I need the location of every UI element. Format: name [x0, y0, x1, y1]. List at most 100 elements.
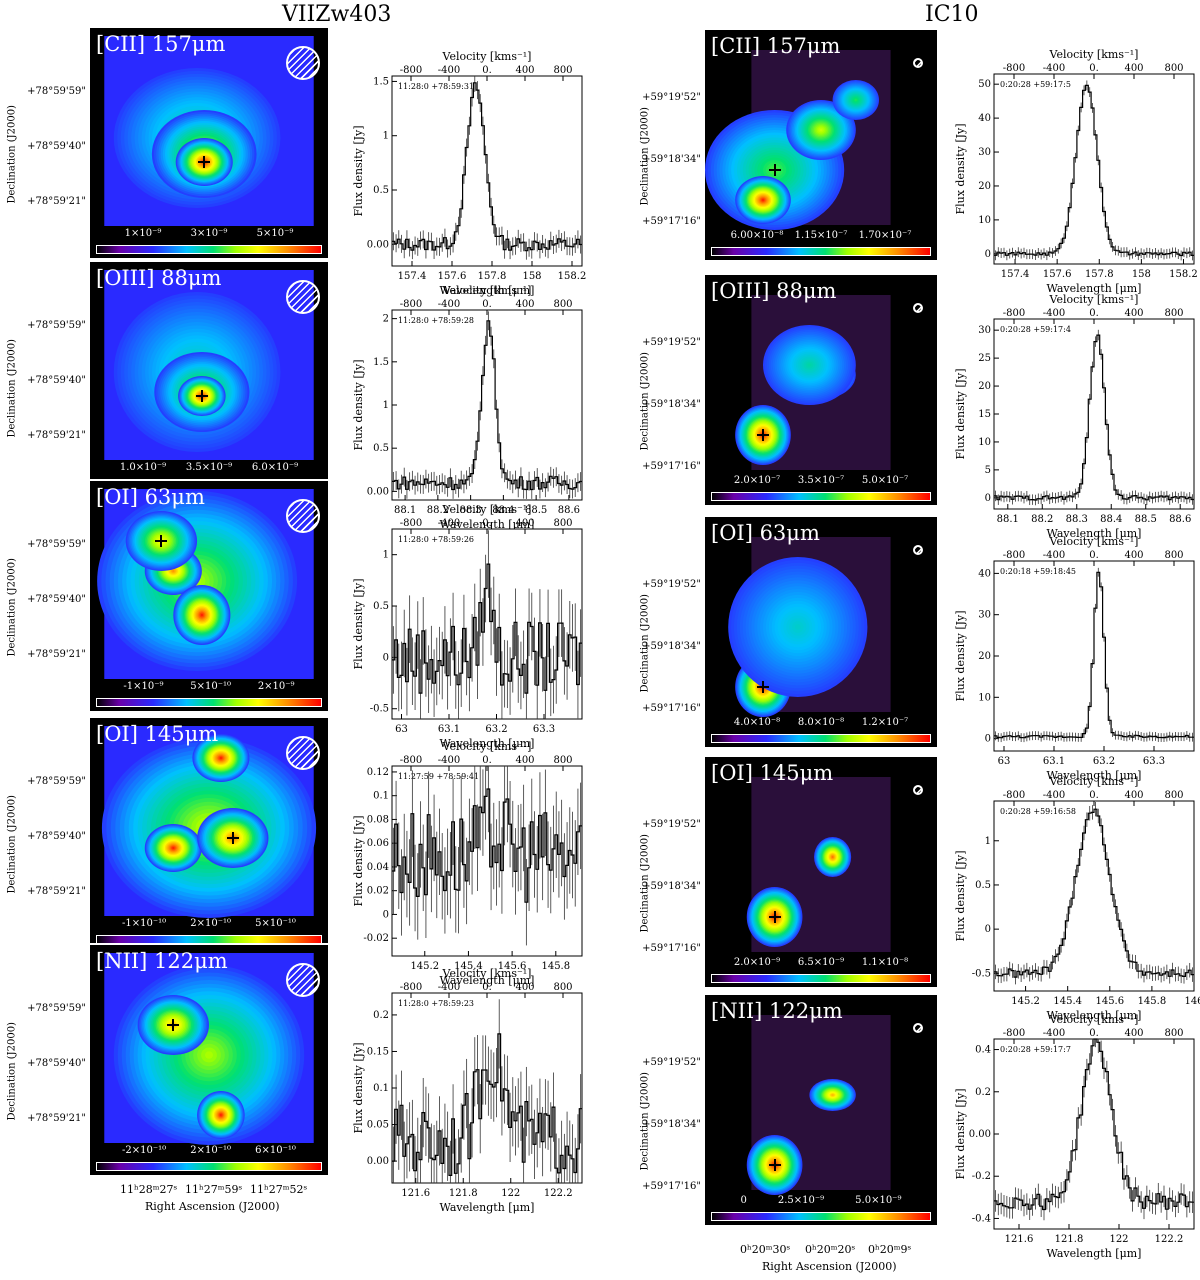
x-tick-label: 63.2: [485, 724, 507, 735]
x-tick-label: 158: [1132, 269, 1151, 280]
v-tick-label: 400: [515, 518, 534, 529]
x-tick-label: 88.4: [492, 505, 514, 516]
plot-frame: [391, 765, 583, 957]
colorbar-tick-label: 0: [740, 1195, 747, 1206]
spectrum-line: [392, 1033, 582, 1176]
map-viizw403-4: [NII] 122μm -2×10⁻¹⁰ 2×10⁻¹⁰ 6×10⁻¹⁰: [90, 945, 328, 1175]
beam-icon: [913, 785, 923, 795]
plot-frame: [993, 1038, 1195, 1230]
y-tick-label: 2: [383, 314, 389, 325]
colorbar-ticks: 0 2.5×10⁻⁹ 5.0×10⁻⁹: [725, 1195, 917, 1206]
colorbar-ticks: -1×10⁻⁹ 5×10⁻¹⁰ 2×10⁻⁹: [110, 681, 308, 692]
colorbar-tick-label: 5×10⁻¹⁰: [255, 918, 296, 929]
spectrum-line: [392, 82, 582, 252]
x-tick-label: 121.6: [1005, 1234, 1034, 1245]
x-tick-label: 88.2: [1031, 514, 1053, 525]
y-tick-label: 15: [978, 409, 991, 420]
y-tick-label: 0.02: [367, 886, 389, 897]
colorbar-tick-label: 2×10⁻⁹: [257, 681, 295, 692]
y-tick-label: 0.2: [373, 1010, 389, 1021]
y-axis-label: Flux density [Jy]: [352, 1042, 365, 1133]
x-tick-label: 63.2: [1093, 756, 1115, 767]
emission-contour: [807, 363, 812, 367]
dec-tick-label: +59°18'34": [642, 881, 701, 892]
x-axis-label: Wavelength [μm]: [440, 974, 535, 987]
y-axis-label: Flux density [Jy]: [954, 610, 967, 701]
map-line-label: [OI] 145μm: [96, 722, 219, 746]
y-tick-label: 0.1: [373, 791, 389, 802]
spectrum-0: 157.4 157.6 157.8 158 158.2 0.00 0.5 1 1.5 -800 -4…: [350, 40, 588, 310]
dec-tick-label: +59°18'34": [642, 154, 701, 165]
map-line-label: [OIII] 88μm: [711, 279, 837, 303]
v-tick-label: -800: [1003, 308, 1025, 319]
dec-tick-label: +78°59'40": [27, 1058, 86, 1069]
emission-contour: [854, 99, 857, 101]
x-tick-label: 145.8: [1138, 996, 1167, 1007]
dec-axis-label: Declination (J2000): [639, 352, 651, 451]
map-line-label: [NII] 122μm: [711, 999, 843, 1023]
emission-contour: [819, 128, 823, 132]
colorbar: [96, 245, 322, 254]
y-tick-label: 0.00: [367, 239, 389, 250]
position-label: 0:20:28 +59:17:4: [1000, 325, 1071, 334]
v-tick-label: 0.: [1089, 63, 1099, 74]
y-tick-label: 0.00: [969, 1129, 991, 1140]
y-tick-label: 10: [978, 437, 991, 448]
y-axis-label: Flux density [Jy]: [352, 125, 365, 216]
y-tick-label: 40: [978, 568, 991, 579]
y-tick-label: 30: [978, 147, 991, 158]
position-label: 11:27:59 +78:59:41: [398, 772, 479, 781]
colorbar-tick-label: 1.2×10⁻⁷: [861, 717, 909, 728]
position-cross-icon: [167, 1019, 180, 1031]
beam-icon: [286, 280, 320, 314]
map-ic10-4: [NII] 122μm 0 2.5×10⁻⁹ 5.0×10⁻⁹: [705, 995, 937, 1225]
colorbar-ticks: 4.0×10⁻⁸ 8.0×10⁻⁸ 1.2×10⁻⁷: [725, 717, 917, 728]
x-tick-label: 158.2: [558, 271, 587, 282]
y-tick-label: 1.5: [373, 357, 389, 368]
ra-tick: 0ʰ20ᵐ20ˢ: [805, 1243, 856, 1256]
y-tick-label: 0.1: [373, 1083, 389, 1094]
map-image: [104, 36, 314, 226]
position-label: 0:20:28 +59:17:7: [1000, 1045, 1071, 1054]
x-tick-label: 88.2: [427, 505, 449, 516]
beam-icon: [913, 545, 923, 555]
plot-frame: [391, 528, 583, 720]
dec-tick-label: +59°18'34": [642, 1119, 701, 1130]
dec-axis-label: Declination (J2000): [639, 107, 651, 206]
y-tick-label: 25: [978, 353, 991, 364]
map-image: [735, 295, 891, 470]
velocity-axis-label: Velocity [kms⁻¹]: [1049, 1013, 1139, 1026]
x-tick-label: 157.4: [1001, 269, 1030, 280]
position-cross-icon: [757, 429, 769, 441]
colorbar-tick-label: 1.15×10⁻⁷: [794, 230, 848, 241]
dec-tick-label: +59°18'34": [642, 399, 701, 410]
panel-separator: [90, 260, 328, 262]
x-tick-label: 145.6: [498, 961, 527, 972]
colorbar: [96, 698, 322, 707]
panel-separator: [90, 943, 328, 945]
v-tick-label: 800: [1164, 63, 1183, 74]
dec-tick-label: +78°59'40": [27, 375, 86, 386]
y-axis-label: Flux density [Jy]: [352, 578, 365, 669]
y-tick-label: 0.5: [373, 601, 389, 612]
y-tick-label: 0.06: [367, 838, 389, 849]
emission-contour: [794, 624, 801, 630]
x-tick-label: 63: [395, 724, 408, 735]
plot-frame: [391, 992, 583, 1184]
dec-tick-label: +78°59'40": [27, 594, 86, 605]
position-label: 11:28:0 +78:59:28: [398, 316, 474, 325]
colorbar-tick-label: 5.0×10⁻⁹: [855, 1195, 902, 1206]
colorbar-tick-label: 3×10⁻⁹: [190, 228, 228, 239]
map-image: [705, 50, 891, 230]
dec-tick-label: +78°59'59": [27, 539, 86, 550]
spectrum-5: 157.4 157.6 157.8 158 158.2 0 10 20 30 40 50 -800 -4…: [952, 38, 1200, 308]
x-tick-label: 63: [998, 756, 1011, 767]
colorbar-ticks: 1×10⁻⁹ 3×10⁻⁹ 5×10⁻⁹: [110, 228, 308, 239]
y-tick-label: 1: [383, 400, 389, 411]
x-tick-label: 63.3: [1143, 756, 1165, 767]
colorbar-tick-label: 5.0×10⁻⁷: [861, 475, 909, 486]
dec-tick-label: +59°19'52": [642, 579, 701, 590]
y-tick-label: 10: [978, 215, 991, 226]
y-axis-label: Flux density [Jy]: [352, 359, 365, 450]
map-image: [104, 953, 314, 1145]
